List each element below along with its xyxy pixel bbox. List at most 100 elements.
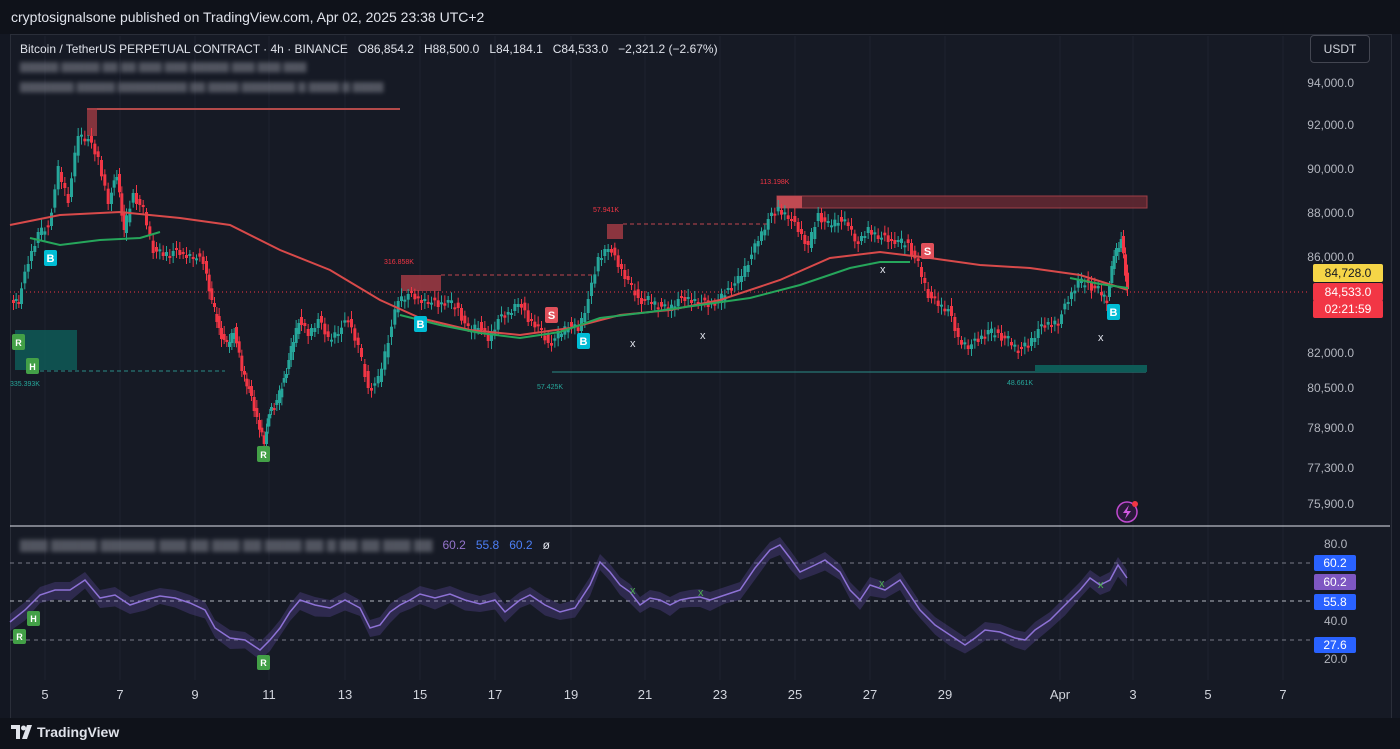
candle <box>933 296 937 299</box>
candle <box>676 299 680 307</box>
candle <box>506 312 510 315</box>
candle <box>240 355 244 371</box>
candle <box>366 371 370 388</box>
candle <box>326 331 330 337</box>
candle <box>833 219 837 227</box>
candle <box>12 300 15 303</box>
candle <box>297 323 301 334</box>
candle <box>936 300 940 306</box>
volume-label: 113.198K <box>760 179 790 186</box>
candle <box>466 323 470 326</box>
rsi-reversal-badge[interactable] <box>13 629 26 644</box>
candle <box>237 341 241 353</box>
candle <box>530 319 533 321</box>
publish-info: cryptosignalsone published on TradingVie… <box>11 9 485 25</box>
brand-name: TradingView <box>37 724 120 740</box>
reversal-badge[interactable] <box>257 446 270 462</box>
rsi-reversal-text: R <box>16 632 23 642</box>
candle <box>870 230 873 235</box>
candle <box>883 232 887 236</box>
candle <box>970 344 973 349</box>
candle <box>383 351 387 370</box>
candle <box>690 300 693 303</box>
time-axis-label: 5 <box>1204 687 1212 702</box>
candle <box>1096 286 1100 289</box>
hold-badge[interactable] <box>26 358 39 374</box>
candle <box>570 322 573 327</box>
candle <box>623 270 627 279</box>
candle <box>916 258 920 261</box>
candle <box>430 302 433 305</box>
candle <box>83 138 87 142</box>
candle <box>886 235 890 242</box>
rsi-hold-badge[interactable] <box>27 611 40 626</box>
rsi-legend[interactable]: ▇▇▇ ▇▇▇▇▇ ▇▇▇▇▇▇ ▇▇▇ ▇▇ ▇▇▇ ▇▇ ▇▇▇▇ ▇▇ ▇… <box>20 538 550 552</box>
candle <box>903 245 907 248</box>
candle <box>626 276 630 280</box>
candle <box>696 302 700 304</box>
rsi-line <box>9 544 1128 651</box>
candle <box>1126 272 1129 289</box>
candle <box>1040 324 1043 327</box>
sell-signal-badge[interactable] <box>921 243 934 259</box>
chart-area[interactable] <box>10 34 1392 720</box>
candle <box>260 427 264 433</box>
rsi-axis-label: 20.0 <box>1324 652 1348 666</box>
candle <box>630 283 633 285</box>
indicator-legend-blurred[interactable]: ▇▇▇▇▇ ▇▇▇▇▇ ▇▇ ▇▇ ▇▇▇ ▇▇▇ ▇▇▇▇▇ ▇▇▇ ▇▇▇ … <box>20 62 307 73</box>
candle <box>80 134 83 137</box>
reversal-badge[interactable] <box>12 334 25 350</box>
buy-signal-text: B <box>417 319 425 331</box>
candle <box>596 257 600 272</box>
symbol-legend[interactable]: Bitcoin / TetherUS PERPETUAL CONTRACT · … <box>20 42 718 56</box>
candle <box>336 334 340 336</box>
tradingview-logo[interactable]: TradingView <box>11 724 119 740</box>
last-price-tag[interactable]: 84,533.0 <box>1313 283 1383 301</box>
buy-signal-badge[interactable] <box>577 333 590 349</box>
buy-signal-badge[interactable] <box>414 316 427 332</box>
currency-selector[interactable]: USDT <box>1310 35 1370 63</box>
buy-signal-badge[interactable] <box>1107 304 1120 320</box>
candle <box>106 188 110 204</box>
indicator-legend-blurred[interactable]: ▇▇▇▇▇▇▇ ▇▇▇▇▇ ▇▇▇▇▇▇▇▇▇ ▇▇ ▇▇▇▇ ▇▇▇▇▇▇▇ … <box>20 82 384 93</box>
candle <box>1117 248 1121 252</box>
reversal-text: R <box>260 450 267 460</box>
candle <box>294 328 298 343</box>
candle <box>420 300 423 303</box>
candle <box>743 266 747 277</box>
low-value: L84,184.1 <box>489 42 543 56</box>
candle <box>503 315 507 318</box>
candle <box>128 208 132 223</box>
candle <box>590 282 593 296</box>
time-axis-label: 15 <box>412 687 428 702</box>
candle <box>990 328 993 333</box>
candle <box>516 304 520 307</box>
candle <box>213 303 216 307</box>
candle <box>770 212 773 216</box>
candle <box>210 288 214 300</box>
candle <box>1115 248 1118 256</box>
price-axis-label: 75,900.0 <box>1307 497 1354 511</box>
buy-signal-badge[interactable] <box>44 250 57 266</box>
candle <box>823 217 827 222</box>
candle <box>400 296 403 301</box>
candle <box>393 309 397 325</box>
candle <box>145 212 148 226</box>
candle <box>843 219 847 222</box>
reversal-text: R <box>15 338 22 348</box>
candle <box>683 297 687 301</box>
moving-average-slow <box>9 210 1129 337</box>
candle <box>423 299 427 301</box>
ma-price-tag[interactable]: 84,728.0 <box>1313 264 1383 282</box>
sell-signal-badge[interactable] <box>545 307 558 323</box>
candle <box>1124 254 1127 276</box>
high-value: H88,500.0 <box>423 42 480 56</box>
candle <box>593 274 597 284</box>
candle <box>816 213 820 221</box>
candle <box>268 414 272 419</box>
rsi-reversal-badge[interactable] <box>257 655 270 670</box>
candle <box>135 193 138 204</box>
candle <box>496 319 500 330</box>
candle <box>155 247 158 252</box>
